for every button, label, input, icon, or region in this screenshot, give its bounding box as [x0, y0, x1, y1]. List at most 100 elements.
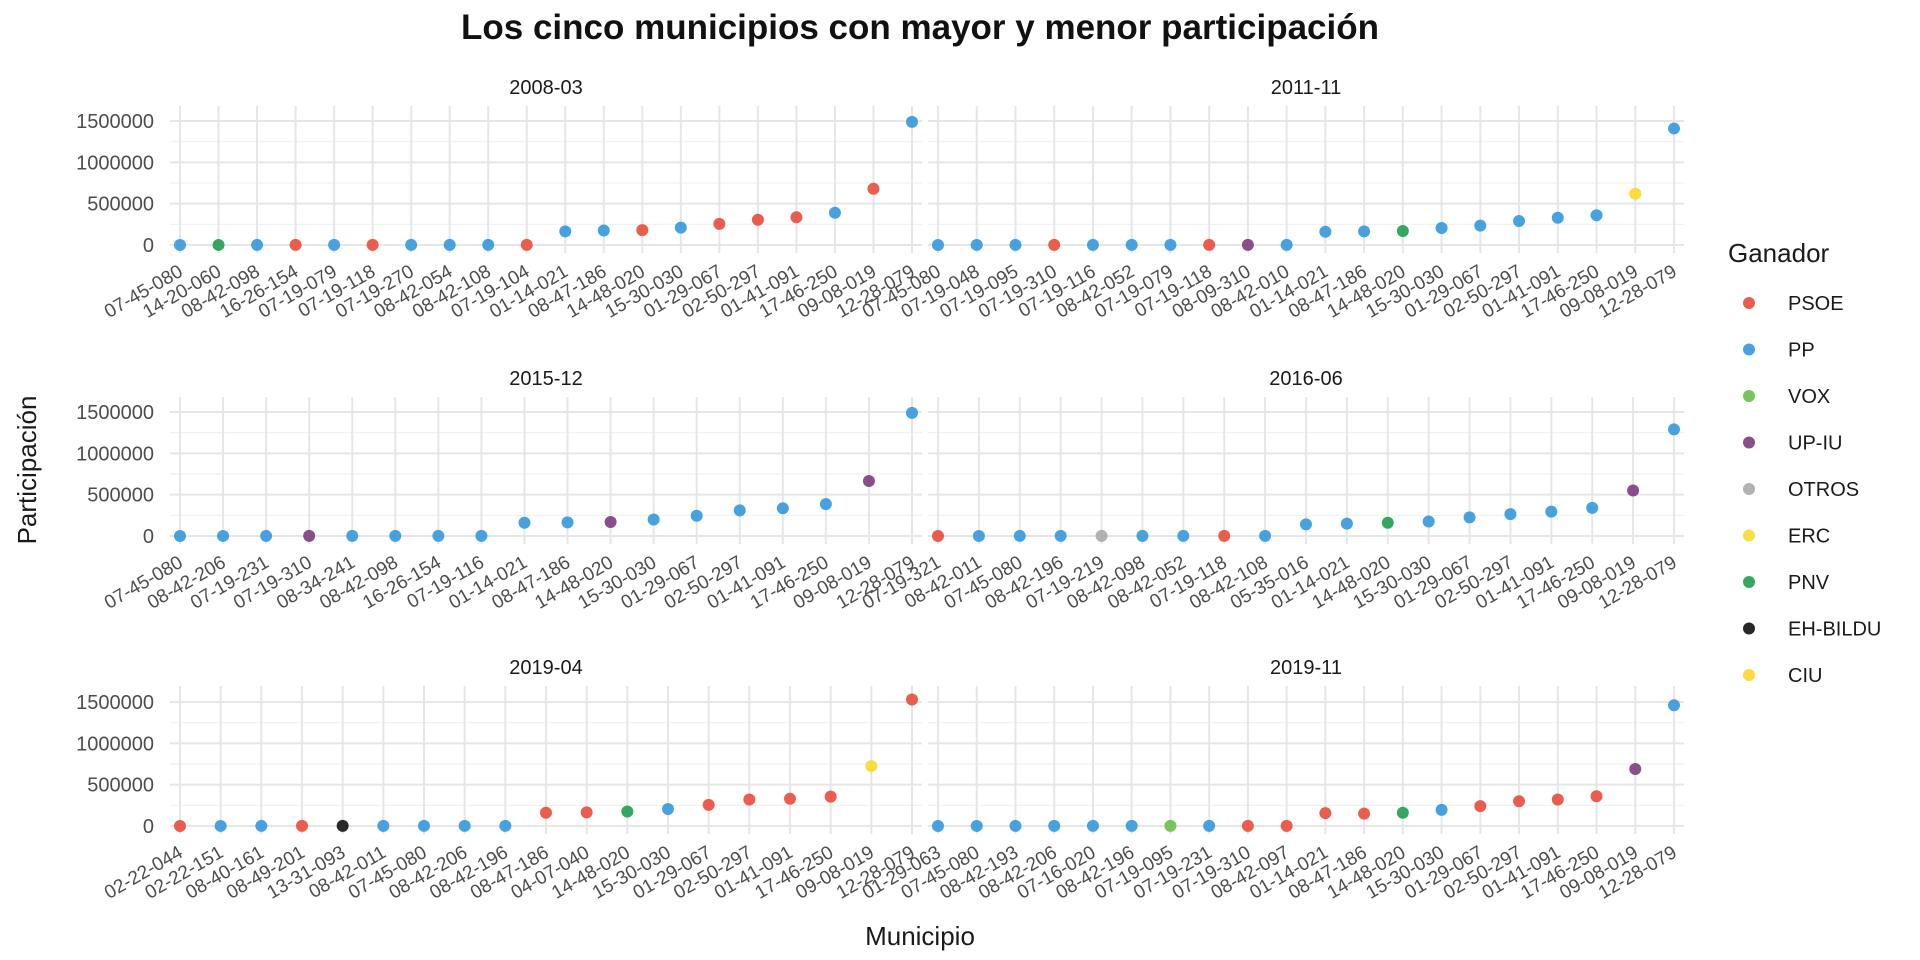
legend-label: PP: [1788, 340, 1815, 362]
data-point: [1435, 803, 1448, 816]
data-point: [520, 238, 533, 251]
data-point: [1358, 225, 1371, 238]
data-point: [1668, 423, 1680, 436]
data-point: [336, 819, 349, 832]
legend-title: Ganador: [1728, 238, 1830, 268]
data-point: [580, 806, 593, 819]
data-point: [597, 224, 610, 237]
data-point: [636, 224, 649, 237]
data-point: [260, 529, 273, 542]
data-point: [1009, 819, 1022, 832]
data-point: [540, 806, 552, 819]
data-point: [1136, 529, 1149, 542]
facet-label: 2019-11: [1270, 657, 1342, 679]
data-point: [1504, 508, 1517, 521]
y-tick-label: 500000: [87, 775, 154, 797]
legend-swatch: [1743, 297, 1755, 309]
data-point: [970, 238, 983, 251]
data-point: [499, 819, 512, 832]
data-point: [1668, 699, 1680, 712]
data-point: [1300, 518, 1312, 531]
data-point: [621, 805, 634, 818]
data-point: [1358, 807, 1371, 820]
legend-label: EH-BILDU: [1788, 619, 1881, 641]
data-point: [212, 238, 225, 251]
data-point: [458, 819, 471, 832]
data-point: [1241, 819, 1254, 832]
data-point: [1203, 238, 1216, 251]
data-point: [1590, 790, 1603, 803]
data-point: [443, 238, 456, 251]
data-point: [366, 238, 379, 251]
data-point: [1319, 807, 1332, 820]
facet-label: 2011-11: [1271, 77, 1341, 99]
data-point: [1629, 187, 1642, 200]
legend-swatch: [1743, 390, 1755, 402]
data-point: [713, 217, 726, 230]
data-point: [1463, 511, 1476, 524]
data-point: [1125, 238, 1138, 251]
chart-title: Los cinco municipios con mayor y menor p…: [461, 8, 1379, 47]
data-point: [1125, 819, 1138, 832]
data-point: [1396, 224, 1409, 237]
data-point: [970, 819, 983, 832]
data-point: [559, 225, 572, 238]
data-point: [862, 475, 875, 488]
data-point: [1627, 484, 1640, 497]
legend-label: PSOE: [1788, 293, 1844, 315]
data-point: [328, 238, 341, 251]
facet-label: 2008-03: [509, 77, 582, 99]
data-point: [174, 529, 186, 542]
data-point: [1513, 215, 1526, 228]
data-point: [346, 529, 359, 542]
data-point: [1474, 800, 1487, 813]
data-point: [1551, 211, 1564, 224]
data-point: [932, 529, 944, 542]
facet-label: 2015-12: [509, 368, 582, 390]
data-point: [932, 238, 944, 251]
data-point: [1435, 222, 1448, 235]
data-point: [1048, 238, 1061, 251]
data-point: [1086, 238, 1099, 251]
data-point: [377, 819, 390, 832]
data-point: [418, 819, 430, 832]
y-tick-label: 1500000: [76, 692, 154, 714]
legend-label: UP-IU: [1788, 433, 1842, 455]
legend-label: CIU: [1788, 665, 1822, 687]
data-point: [1241, 238, 1254, 251]
y-tick-label: 500000: [87, 194, 154, 216]
data-point: [690, 509, 703, 522]
data-point: [1218, 529, 1231, 542]
data-point: [906, 115, 918, 128]
data-point: [790, 211, 803, 224]
data-point: [1545, 505, 1558, 518]
data-point: [1013, 529, 1026, 542]
data-point: [289, 238, 302, 251]
data-point: [824, 790, 837, 803]
data-point: [1396, 806, 1409, 819]
data-point: [647, 513, 660, 526]
data-point: [784, 792, 796, 805]
data-point: [432, 529, 445, 542]
data-point: [1422, 515, 1435, 528]
data-point: [1586, 501, 1599, 514]
data-point: [518, 516, 531, 529]
data-point: [1054, 529, 1067, 542]
legend-swatch: [1743, 622, 1755, 635]
data-point: [702, 798, 715, 811]
data-point: [1164, 238, 1177, 251]
data-point: [819, 498, 832, 511]
data-point: [296, 819, 308, 832]
data-point: [1590, 209, 1603, 222]
y-tick-label: 1000000: [76, 443, 154, 465]
data-point: [1513, 795, 1526, 808]
data-point: [674, 221, 687, 234]
data-point: [972, 529, 985, 542]
y-tick-label: 1500000: [76, 111, 154, 133]
data-point: [733, 504, 746, 517]
data-point: [174, 819, 186, 832]
legend-swatch: [1743, 669, 1755, 681]
data-point: [776, 502, 789, 515]
facet-label: 2019-04: [509, 657, 582, 679]
